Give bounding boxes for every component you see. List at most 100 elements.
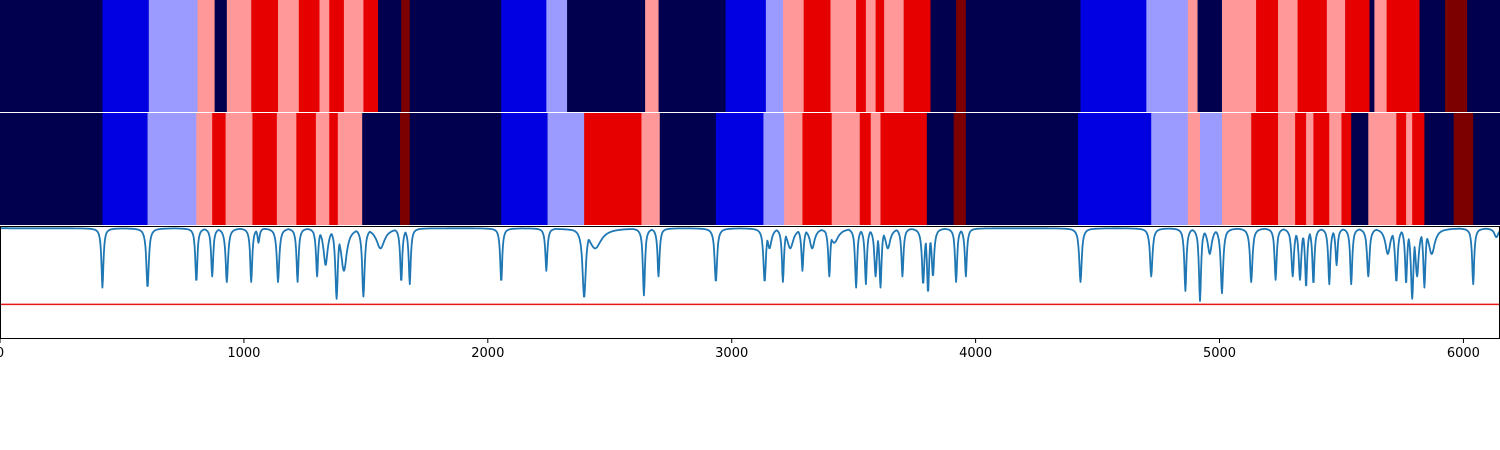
segment-1-51 (1473, 113, 1500, 225)
segment-1-35 (1200, 113, 1223, 225)
segment-0-40 (1278, 0, 1299, 112)
segment-0-0 (0, 0, 103, 112)
segment-0-24 (803, 0, 831, 112)
segment-0-17 (546, 0, 568, 112)
segment-1-19 (659, 113, 717, 225)
segment-1-33 (1151, 113, 1189, 225)
segment-1-41 (1313, 113, 1330, 225)
segment-1-5 (225, 113, 253, 225)
segment-0-13 (378, 0, 402, 112)
segment-1-12 (362, 113, 401, 225)
segment-0-36 (1187, 0, 1199, 112)
segment-0-27 (865, 0, 877, 112)
segment-1-44 (1351, 113, 1369, 225)
segment-1-15 (501, 113, 549, 225)
segment-1-27 (880, 113, 903, 225)
segment-0-44 (1369, 0, 1375, 112)
segment-1-48 (1412, 113, 1425, 225)
segment-0-11 (343, 0, 364, 112)
segment-0-38 (1221, 0, 1257, 112)
segment-1-20 (715, 113, 764, 225)
segment-0-6 (251, 0, 279, 112)
signal-line (0, 227, 1500, 302)
segment-1-37 (1251, 113, 1279, 225)
segment-0-26 (856, 0, 867, 112)
segment-0-35 (1146, 0, 1189, 112)
segment-0-34 (1080, 0, 1147, 112)
segment-0-47 (1419, 0, 1446, 112)
segment-0-7 (278, 0, 300, 112)
segment-1-26 (870, 113, 881, 225)
segment-0-2 (148, 0, 199, 112)
segment-0-45 (1374, 0, 1388, 112)
segment-1-6 (252, 113, 278, 225)
segment-1-7 (276, 113, 297, 225)
segment-0-1 (102, 0, 150, 112)
segment-0-32 (956, 0, 967, 112)
x-tick-label: 4000 (959, 346, 992, 361)
x-tick-label: 6000 (1447, 346, 1480, 361)
segment-1-40 (1306, 113, 1314, 225)
segment-1-25 (859, 113, 872, 225)
segment-1-24 (831, 113, 861, 225)
segment-0-33 (965, 0, 1081, 112)
segment-1-2 (147, 113, 197, 225)
segment-1-16 (547, 113, 585, 225)
segment-0-49 (1467, 0, 1500, 112)
segment-1-23 (802, 113, 833, 225)
segment-0-3 (197, 0, 216, 112)
segment-1-31 (965, 113, 1079, 225)
segment-0-41 (1297, 0, 1328, 112)
segment-0-4 (214, 0, 228, 112)
segment-1-13 (400, 113, 411, 225)
segment-0-16 (501, 0, 547, 112)
segment-1-0 (0, 113, 103, 225)
segment-1-39 (1295, 113, 1307, 225)
segment-1-17 (584, 113, 642, 225)
segment-1-22 (784, 113, 803, 225)
segment-0-39 (1256, 0, 1279, 112)
segment-0-22 (765, 0, 784, 112)
segment-1-10 (329, 113, 339, 225)
segment-1-43 (1341, 113, 1352, 225)
x-axis: 0 1000 2000 3000 4000 5000 6000 (0, 338, 1480, 361)
segment-1-38 (1278, 113, 1296, 225)
x-tick-label: 2000 (471, 346, 504, 361)
segment-1-45 (1368, 113, 1397, 225)
segment-0-42 (1326, 0, 1346, 112)
segment-0-31 (930, 0, 957, 112)
segment-0-29 (884, 0, 905, 112)
segment-0-21 (725, 0, 767, 112)
x-ticks: 0 1000 2000 3000 4000 5000 6000 (0, 338, 1480, 361)
segment-1-28 (902, 113, 928, 225)
segment-0-48 (1445, 0, 1468, 112)
segment-1-4 (212, 113, 227, 225)
segment-0-19 (645, 0, 660, 112)
segment-0-37 (1197, 0, 1223, 112)
segment-0-9 (319, 0, 330, 112)
segment-row-top (0, 0, 1500, 112)
segment-0-20 (658, 0, 727, 112)
segment-1-3 (196, 113, 213, 225)
x-tick-label: 1000 (227, 346, 260, 361)
segment-1-36 (1221, 113, 1252, 225)
x-tick-label: 0 (0, 346, 4, 361)
line-panel (0, 226, 1500, 339)
segment-1-9 (315, 113, 330, 225)
segment-1-46 (1396, 113, 1407, 225)
segment-0-25 (830, 0, 857, 112)
x-tick-label: 5000 (1203, 346, 1236, 361)
segment-1-18 (641, 113, 661, 225)
segment-0-23 (782, 0, 805, 112)
segment-row-bottom (0, 113, 1500, 225)
segment-0-8 (298, 0, 321, 112)
segment-1-32 (1078, 113, 1152, 225)
segment-0-10 (329, 0, 345, 112)
segment-1-47 (1406, 113, 1413, 225)
segment-0-15 (409, 0, 502, 112)
segment-1-21 (763, 113, 785, 225)
segment-0-5 (226, 0, 252, 112)
segment-1-30 (953, 113, 967, 225)
segment-0-30 (903, 0, 931, 112)
